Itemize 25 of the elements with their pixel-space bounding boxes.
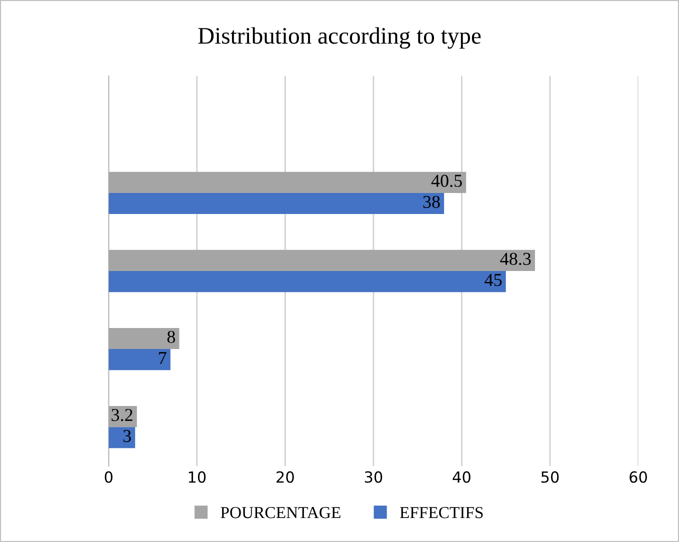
bar [108, 172, 466, 193]
x-tick-label: 20 [276, 471, 294, 483]
data-label: 3.2 [112, 408, 132, 422]
data-label: 40.5 [431, 174, 462, 188]
x-tick-label: 40 [452, 471, 470, 483]
x-tick-label: 50 [541, 471, 559, 483]
x-tick-label: 30 [364, 471, 382, 483]
bar [108, 427, 136, 448]
data-label: 8 [167, 330, 176, 344]
data-label: 45 [484, 274, 502, 286]
x-tick-label: 10 [188, 471, 206, 483]
data-label: 3 [123, 430, 131, 442]
x-tick-label: 0 [104, 471, 112, 483]
data-label: 7 [159, 352, 166, 364]
bar [108, 271, 506, 292]
legend-label: EFFECTIFS [400, 506, 483, 518]
chart-title: Distribution according to type [198, 27, 481, 49]
data-label: 48.3 [500, 252, 531, 266]
bar [108, 349, 170, 370]
bar [108, 192, 444, 214]
bar [108, 328, 180, 350]
legend-label: POURCENTAGE [220, 506, 340, 518]
data-label: 38 [423, 196, 440, 208]
bar [108, 250, 535, 271]
x-tick-label: 60 [630, 471, 647, 483]
